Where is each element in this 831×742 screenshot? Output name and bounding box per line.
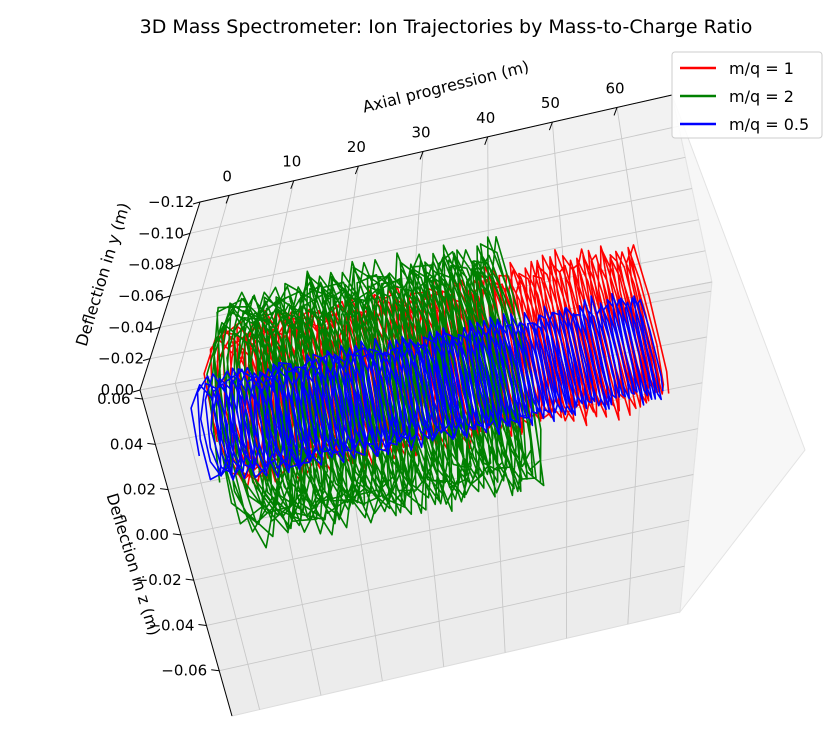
axes: 0 10 20 30 40 50 60 −0.12 −0.10 −0.08 −0.06 −0.04 −0… [97,79,673,717]
z-tick-mark [172,533,181,536]
x-tick-label: 60 [605,79,624,97]
z-tick-mark [185,578,194,581]
chart-title: 3D Mass Spectrometer: Ion Trajectories b… [140,16,753,38]
grid-line [169,188,693,297]
y-tick-label: −0.06 [118,287,164,305]
grid-line [189,125,679,234]
legend-label-3: m/q = 0.5 [729,115,809,134]
z-tick-label: −0.02 [136,571,182,589]
legend: m/q = 1 m/q = 2 m/q = 0.5 [671,51,823,139]
z-tick-label: 0.04 [110,435,143,453]
z-tick-mark [198,623,207,626]
z-tick-mark [211,669,220,672]
grid-line [179,156,686,266]
z-axis-label: Deflection in z (m) [103,491,164,638]
x-tick-label: 30 [412,123,431,141]
series-layer [190,236,670,549]
x-tick-mark [419,151,424,160]
x-tick-label: 20 [347,138,366,156]
legend-box [671,51,823,139]
z-tick-label: −0.06 [161,662,207,680]
y-tick-label: −0.08 [128,256,174,274]
x-tick-mark [354,165,359,175]
x-axis-line [199,94,673,203]
legend-label-2: m/q = 2 [729,87,794,106]
x-tick-mark [548,121,553,131]
x-tick-mark [290,180,295,189]
x-tick-mark [484,136,489,145]
grid-line [193,474,694,581]
x-tick-label: 10 [282,153,301,171]
y-tick-mark [132,389,141,393]
y-tick-mark [152,326,161,330]
y-tick-mark [182,232,191,236]
x-tick-label: 40 [476,109,495,127]
z-tick-mark [147,442,156,445]
y-tick-label: −0.02 [98,350,144,368]
x-tick-label: 0 [222,167,232,185]
series-3 [190,292,664,481]
y-tick-mark [192,201,201,205]
y-tick-label: −0.12 [148,193,194,211]
z-tick-label: 0.00 [135,526,168,544]
y-tick-label: −0.10 [138,224,184,242]
z-tick-mark [160,488,169,491]
x-tick-mark [225,195,230,204]
trajectory-line [190,292,664,481]
x-axis-label: Axial progression (m) [361,57,531,117]
y-tick-label: 0.00 [101,381,134,399]
x-tick-label: 50 [541,94,560,112]
z-tick-label: 0.06 [97,390,130,408]
grid-line [206,519,689,626]
x-tick-mark [613,107,618,116]
z-tick-mark [134,397,143,400]
grid-line [219,565,685,672]
z-tick-label: 0.02 [123,481,156,499]
z-tick-label: −0.04 [148,616,194,634]
legend-label-1: m/q = 1 [729,59,794,78]
y-tick-mark [162,295,171,299]
y-tick-label: −0.04 [108,318,154,336]
y-tick-mark [142,358,151,362]
y-tick-mark [172,264,181,268]
